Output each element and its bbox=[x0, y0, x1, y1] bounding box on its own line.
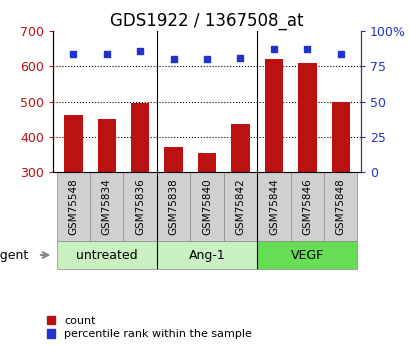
Point bbox=[303, 47, 310, 52]
Text: VEGF: VEGF bbox=[290, 248, 323, 262]
Text: untreated: untreated bbox=[76, 248, 137, 262]
Point bbox=[270, 47, 276, 52]
Text: GSM75840: GSM75840 bbox=[202, 178, 211, 235]
Bar bbox=[198, 153, 216, 172]
Bar bbox=[290, 172, 323, 241]
Text: GSM75838: GSM75838 bbox=[168, 178, 178, 235]
Bar bbox=[56, 172, 90, 241]
Bar bbox=[157, 241, 256, 269]
Point bbox=[203, 57, 210, 62]
Point bbox=[137, 48, 143, 53]
Point bbox=[237, 55, 243, 61]
Legend: count, percentile rank within the sample: count, percentile rank within the sample bbox=[47, 316, 252, 339]
Bar bbox=[331, 101, 349, 172]
Text: GSM75842: GSM75842 bbox=[235, 178, 245, 235]
Bar bbox=[157, 172, 190, 241]
Bar bbox=[231, 124, 249, 172]
Text: agent: agent bbox=[0, 248, 29, 262]
Text: GSM75834: GSM75834 bbox=[101, 178, 112, 235]
Bar bbox=[164, 147, 182, 172]
Point bbox=[170, 57, 176, 62]
Point bbox=[70, 51, 76, 56]
Point bbox=[103, 51, 110, 56]
Bar bbox=[131, 102, 149, 172]
Bar bbox=[323, 172, 357, 241]
Bar bbox=[90, 172, 123, 241]
Text: GSM75848: GSM75848 bbox=[335, 178, 345, 235]
Text: GSM75846: GSM75846 bbox=[301, 178, 312, 235]
Bar bbox=[123, 172, 157, 241]
Bar bbox=[256, 172, 290, 241]
Text: GSM75548: GSM75548 bbox=[68, 178, 78, 235]
Point bbox=[337, 51, 343, 56]
Bar bbox=[264, 59, 282, 172]
Bar bbox=[64, 115, 82, 172]
Bar bbox=[97, 119, 116, 172]
Bar bbox=[256, 241, 357, 269]
Bar bbox=[56, 241, 157, 269]
Text: GSM75844: GSM75844 bbox=[268, 178, 278, 235]
Text: Ang-1: Ang-1 bbox=[188, 248, 225, 262]
Title: GDS1922 / 1367508_at: GDS1922 / 1367508_at bbox=[110, 12, 303, 30]
Text: GSM75836: GSM75836 bbox=[135, 178, 145, 235]
Bar bbox=[190, 172, 223, 241]
Bar bbox=[223, 172, 256, 241]
Bar bbox=[297, 63, 316, 172]
